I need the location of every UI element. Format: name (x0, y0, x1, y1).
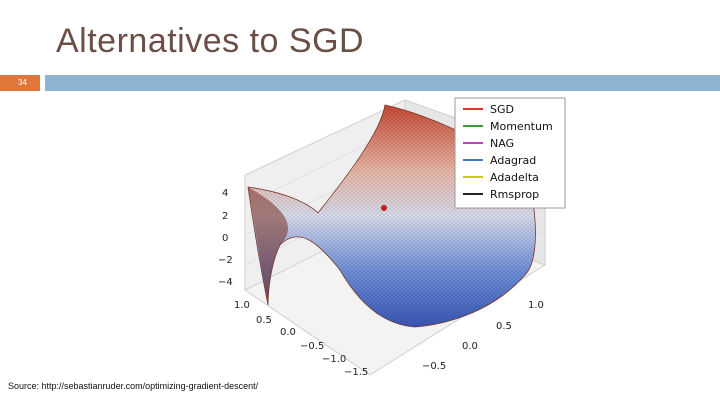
slide-title: Alternatives to SGD (56, 22, 365, 60)
legend: SGD Momentum NAG Adagrad Adadelta Rmsprop (454, 97, 566, 209)
x-tick-label: 1.0 (234, 300, 250, 311)
x-tick-label: 0.0 (280, 327, 296, 338)
z-tick-label: −4 (218, 277, 233, 288)
legend-label: Adadelta (490, 171, 539, 184)
x-tick-label: 0.5 (256, 315, 272, 326)
z-tick-label: 0 (222, 233, 228, 244)
y-axis: 1.0 0.5 0.0 −0.5 (422, 300, 544, 372)
source-citation: Source: http://sebastianruder.com/optimi… (8, 381, 259, 391)
z-tick-label: 2 (222, 211, 228, 222)
legend-label: Adagrad (490, 154, 536, 167)
z-tick-label: −2 (218, 255, 233, 266)
y-tick-label: −0.5 (422, 361, 446, 372)
z-tick-label: 4 (222, 188, 228, 199)
x-tick-label: −0.5 (300, 341, 324, 352)
legend-label: Rmsprop (490, 188, 539, 201)
legend-label: SGD (490, 103, 514, 116)
legend-label: NAG (490, 137, 514, 150)
x-tick-label: −1.5 (344, 367, 368, 378)
y-tick-label: 0.5 (496, 321, 512, 332)
optimizer-start-point (381, 205, 387, 211)
y-tick-label: 0.0 (462, 341, 478, 352)
saddle-surface-figure: 4 2 0 −2 −4 1.0 0.5 0.0 −0.5 −1.0 −1.5 1… (200, 95, 580, 385)
legend-label: Momentum (490, 120, 553, 133)
y-tick-label: 1.0 (528, 300, 544, 311)
surface-plot: 4 2 0 −2 −4 1.0 0.5 0.0 −0.5 −1.0 −1.5 1… (218, 97, 566, 378)
x-axis: 1.0 0.5 0.0 −0.5 −1.0 −1.5 (234, 300, 368, 378)
z-axis: 4 2 0 −2 −4 (218, 188, 233, 288)
header-bar (45, 75, 720, 91)
x-tick-label: −1.0 (322, 354, 346, 365)
slide-number: 34 (0, 75, 40, 91)
